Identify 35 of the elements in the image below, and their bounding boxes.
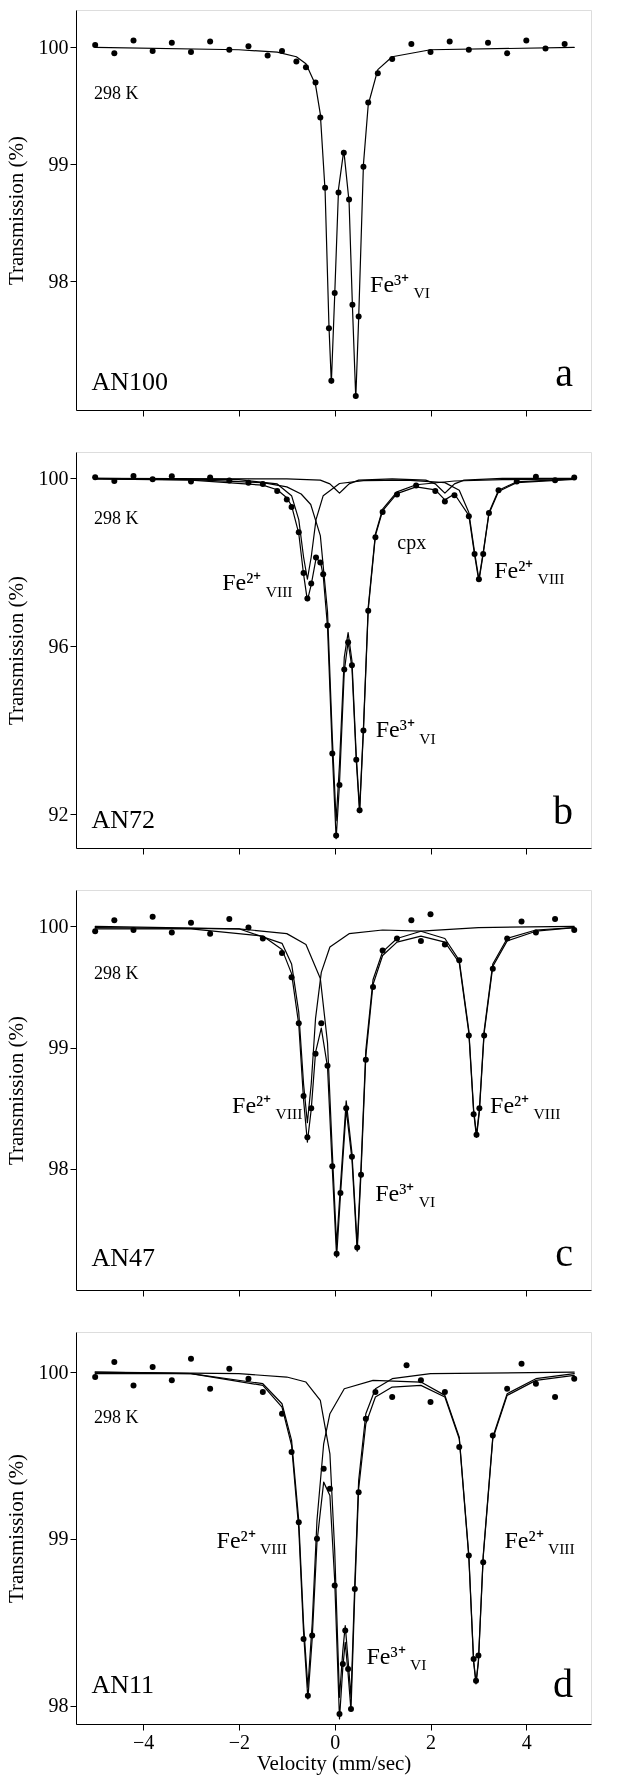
x-tick-label: −2	[228, 1730, 251, 1753]
x-axis-title: Velocity (mm/sec)	[256, 1750, 412, 1775]
y-tick-label: 99	[48, 1527, 69, 1550]
y-tick-label: 92	[48, 802, 69, 825]
annotation: 298 K	[94, 508, 139, 529]
annotation: AN72	[91, 805, 156, 835]
annotation: AN100	[91, 367, 169, 396]
annotation: a	[555, 350, 574, 395]
annotation: AN47	[91, 1243, 156, 1272]
annotation: 298 K	[94, 1407, 139, 1428]
annotation: d	[552, 1660, 573, 1706]
y-axis-title: Transmission (%)	[3, 575, 28, 726]
y-axis-title: Transmission (%)	[3, 135, 28, 286]
y-axis-title: Transmission (%)	[3, 1015, 28, 1166]
annotation: 298 K	[94, 963, 139, 983]
annotation: cpx	[397, 530, 427, 554]
annotation: c	[555, 1230, 573, 1275]
y-tick-label: 96	[48, 634, 69, 657]
annotation: b	[552, 788, 573, 834]
y-axis-title: Transmission (%)	[3, 1453, 28, 1604]
x-tick-label: 0	[330, 1730, 341, 1753]
y-tick-label: 100	[38, 35, 69, 58]
y-tick-label: 100	[38, 1360, 69, 1383]
y-tick-label: 100	[38, 914, 69, 937]
x-tick-label: 4	[521, 1730, 532, 1753]
x-tick-label: 2	[426, 1730, 437, 1753]
x-tick-label: −4	[132, 1730, 155, 1753]
y-tick-label: 98	[48, 1157, 69, 1180]
y-tick-label: 100	[38, 466, 69, 489]
y-tick-label: 98	[48, 269, 69, 292]
y-tick-label: 98	[48, 1694, 69, 1717]
annotation: AN11	[91, 1669, 155, 1699]
y-tick-label: 99	[48, 152, 69, 175]
annotation: 298 K	[94, 83, 139, 103]
y-tick-label: 99	[48, 1036, 69, 1059]
